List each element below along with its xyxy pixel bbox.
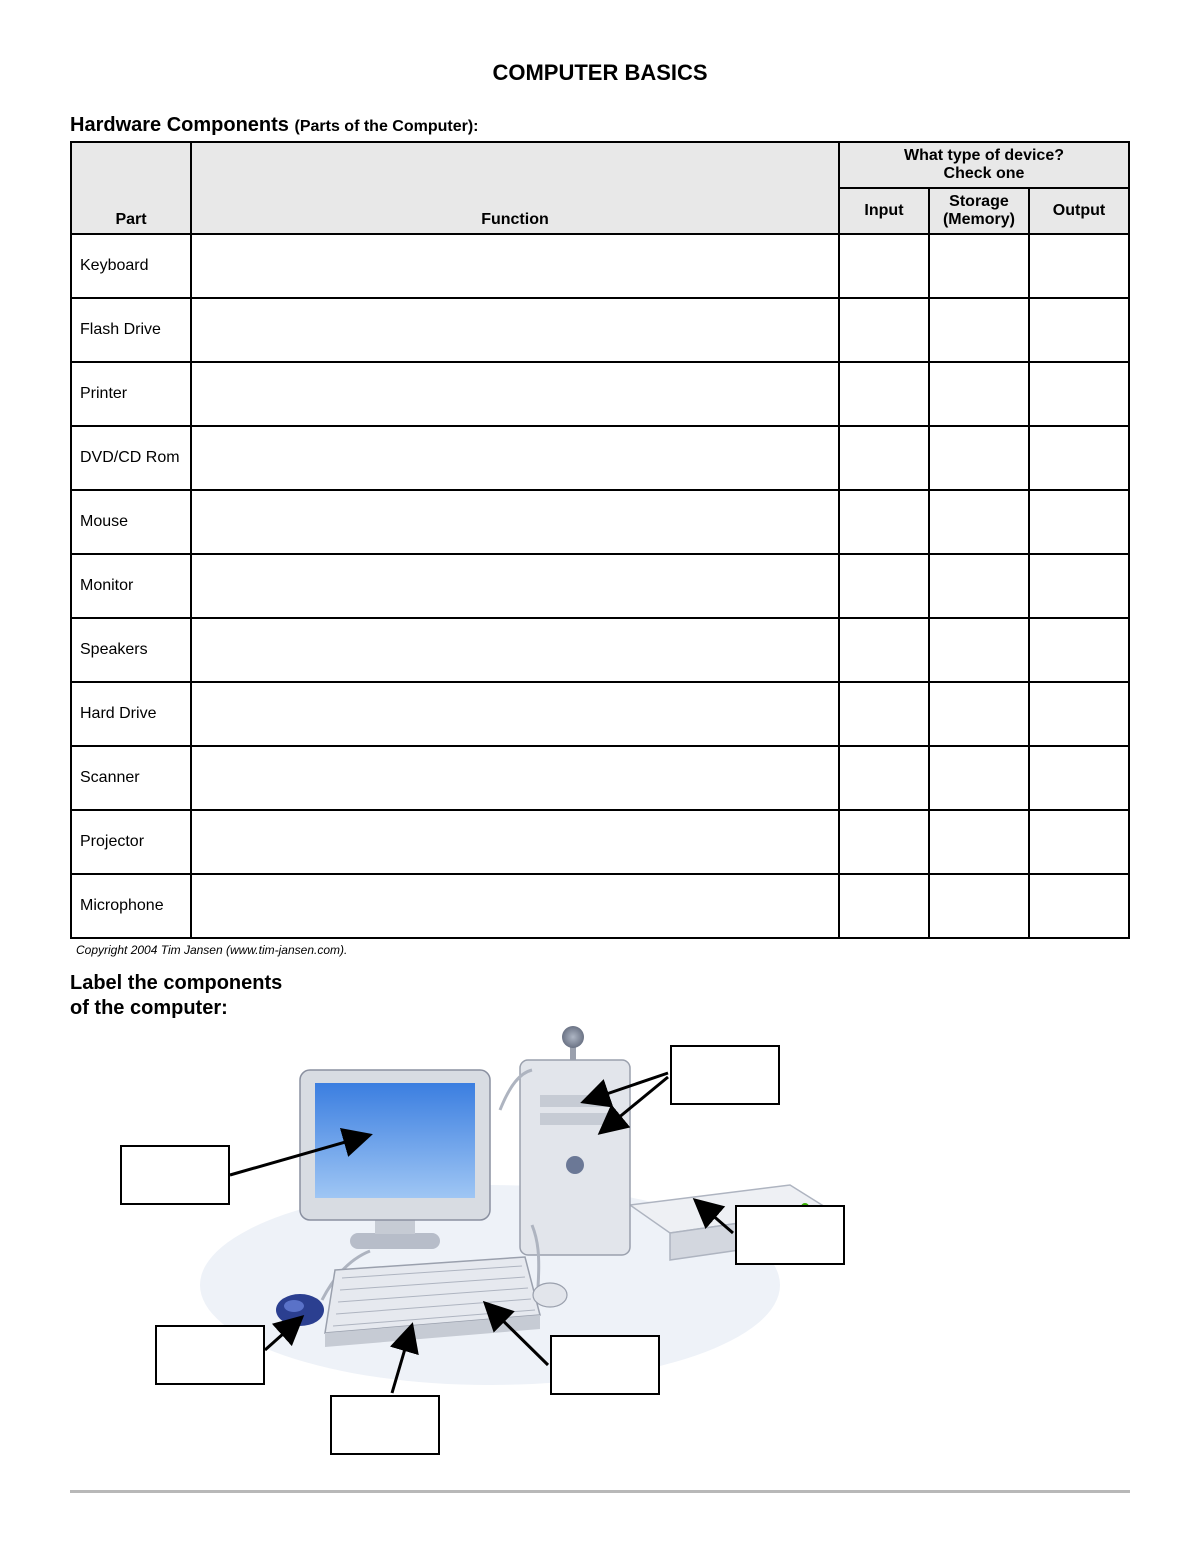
col-storage: Storage (Memory) xyxy=(929,188,1029,234)
table-body: KeyboardFlash DrivePrinterDVD/CD RomMous… xyxy=(71,234,1129,938)
storage-cell[interactable] xyxy=(929,682,1029,746)
col-storage-line1: Storage xyxy=(936,193,1022,211)
part-cell: Hard Drive xyxy=(71,682,191,746)
col-part: Part xyxy=(71,142,191,234)
input-cell[interactable] xyxy=(839,234,929,298)
storage-cell[interactable] xyxy=(929,746,1029,810)
part-cell: Mouse xyxy=(71,490,191,554)
col-group: What type of device? Check one xyxy=(839,142,1129,188)
section-heading-sub: (Parts of the Computer): xyxy=(295,118,479,135)
table-header: Part Function What type of device? Check… xyxy=(71,142,1129,234)
col-group-line1: What type of device? xyxy=(846,147,1122,165)
function-cell[interactable] xyxy=(191,810,839,874)
output-cell[interactable] xyxy=(1029,746,1129,810)
table-row: Keyboard xyxy=(71,234,1129,298)
function-cell[interactable] xyxy=(191,362,839,426)
part-cell: Microphone xyxy=(71,874,191,938)
part-cell: Projector xyxy=(71,810,191,874)
storage-cell[interactable] xyxy=(929,298,1029,362)
table-row: Scanner xyxy=(71,746,1129,810)
function-cell[interactable] xyxy=(191,554,839,618)
diagram-svg xyxy=(70,1015,1130,1485)
table-row: Microphone xyxy=(71,874,1129,938)
function-cell[interactable] xyxy=(191,682,839,746)
col-storage-line2: (Memory) xyxy=(936,211,1022,229)
table-row: Printer xyxy=(71,362,1129,426)
label-box-keyboard[interactable] xyxy=(330,1395,440,1455)
col-group-line2: Check one xyxy=(846,165,1122,183)
part-cell: Monitor xyxy=(71,554,191,618)
table-row: Mouse xyxy=(71,490,1129,554)
input-cell[interactable] xyxy=(839,362,929,426)
input-cell[interactable] xyxy=(839,298,929,362)
label-box-tower[interactable] xyxy=(670,1045,780,1105)
output-cell[interactable] xyxy=(1029,618,1129,682)
input-cell[interactable] xyxy=(839,874,929,938)
worksheet-page: COMPUTER BASICS Hardware Components (Par… xyxy=(0,0,1200,1553)
storage-cell[interactable] xyxy=(929,426,1029,490)
function-cell[interactable] xyxy=(191,746,839,810)
input-cell[interactable] xyxy=(839,810,929,874)
label-heading-line1: Label the components xyxy=(70,971,1130,996)
storage-cell[interactable] xyxy=(929,618,1029,682)
storage-cell[interactable] xyxy=(929,362,1029,426)
parts-table: Part Function What type of device? Check… xyxy=(70,141,1130,939)
table-row: Hard Drive xyxy=(71,682,1129,746)
computer-diagram xyxy=(70,1015,1130,1485)
input-cell[interactable] xyxy=(839,618,929,682)
page-title: COMPUTER BASICS xyxy=(70,60,1130,86)
input-cell[interactable] xyxy=(839,490,929,554)
output-cell[interactable] xyxy=(1029,810,1129,874)
input-cell[interactable] xyxy=(839,746,929,810)
section-heading-main: Hardware Components xyxy=(70,114,289,136)
input-cell[interactable] xyxy=(839,682,929,746)
section-heading: Hardware Components (Parts of the Comput… xyxy=(70,114,1130,137)
function-cell[interactable] xyxy=(191,234,839,298)
storage-cell[interactable] xyxy=(929,554,1029,618)
function-cell[interactable] xyxy=(191,426,839,490)
output-cell[interactable] xyxy=(1029,554,1129,618)
output-cell[interactable] xyxy=(1029,298,1129,362)
table-row: Flash Drive xyxy=(71,298,1129,362)
table-row: DVD/CD Rom xyxy=(71,426,1129,490)
input-cell[interactable] xyxy=(839,426,929,490)
part-cell: Flash Drive xyxy=(71,298,191,362)
output-cell[interactable] xyxy=(1029,234,1129,298)
label-heading: Label the components of the computer: xyxy=(70,971,1130,1021)
function-cell[interactable] xyxy=(191,490,839,554)
part-cell: DVD/CD Rom xyxy=(71,426,191,490)
input-cell[interactable] xyxy=(839,554,929,618)
storage-cell[interactable] xyxy=(929,234,1029,298)
table-row: Speakers xyxy=(71,618,1129,682)
col-input: Input xyxy=(839,188,929,234)
col-output: Output xyxy=(1029,188,1129,234)
col-function: Function xyxy=(191,142,839,234)
label-box-mouse[interactable] xyxy=(155,1325,265,1385)
function-cell[interactable] xyxy=(191,618,839,682)
part-cell: Printer xyxy=(71,362,191,426)
part-cell: Speakers xyxy=(71,618,191,682)
label-box-speakers[interactable] xyxy=(550,1335,660,1395)
output-cell[interactable] xyxy=(1029,426,1129,490)
footer-rule xyxy=(70,1490,1130,1493)
output-cell[interactable] xyxy=(1029,362,1129,426)
output-cell[interactable] xyxy=(1029,490,1129,554)
storage-cell[interactable] xyxy=(929,490,1029,554)
function-cell[interactable] xyxy=(191,874,839,938)
table-row: Monitor xyxy=(71,554,1129,618)
table-row: Projector xyxy=(71,810,1129,874)
function-cell[interactable] xyxy=(191,298,839,362)
label-box-monitor[interactable] xyxy=(120,1145,230,1205)
storage-cell[interactable] xyxy=(929,874,1029,938)
part-cell: Scanner xyxy=(71,746,191,810)
part-cell: Keyboard xyxy=(71,234,191,298)
storage-cell[interactable] xyxy=(929,810,1029,874)
output-cell[interactable] xyxy=(1029,874,1129,938)
output-cell[interactable] xyxy=(1029,682,1129,746)
copyright-text: Copyright 2004 Tim Jansen (www.tim-janse… xyxy=(76,943,1130,957)
label-box-drive[interactable] xyxy=(735,1205,845,1265)
